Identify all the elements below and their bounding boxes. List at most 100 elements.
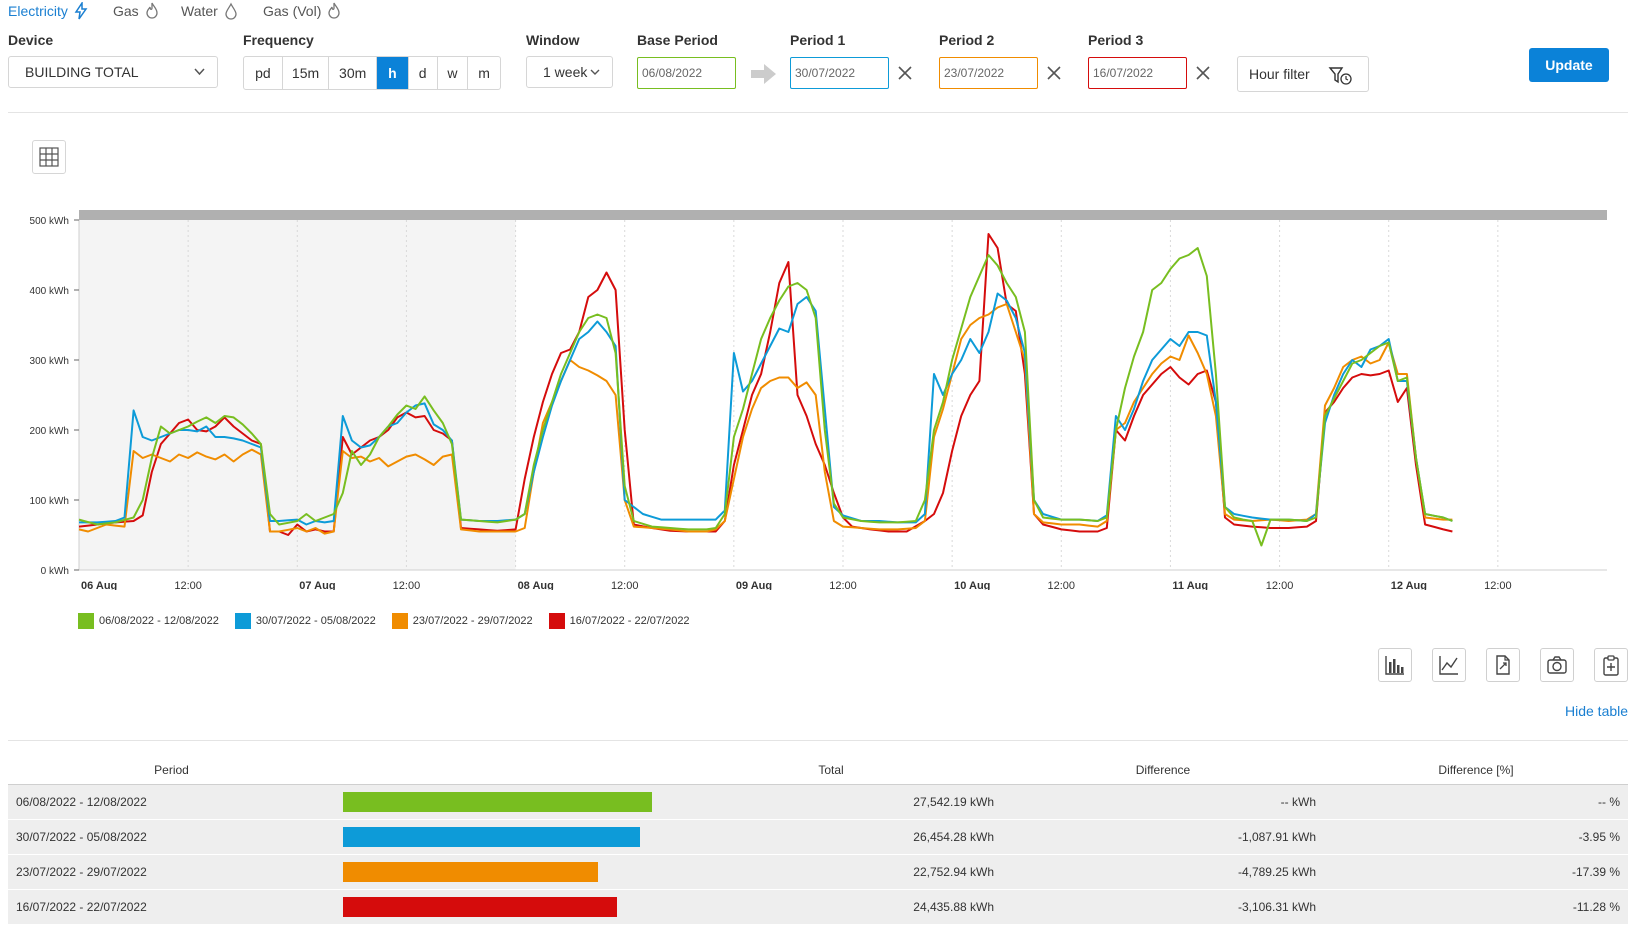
clear-period-2-icon[interactable] — [1045, 64, 1063, 82]
tab-gas[interactable]: Gas — [113, 2, 159, 20]
period-comparison-table: Period Total Difference Difference [%] 0… — [8, 756, 1628, 925]
total-bar — [343, 862, 598, 882]
tab-label: Gas — [113, 3, 139, 19]
table-row: 30/07/2022 - 05/08/2022 26,454.28 kWh -1,0… — [8, 819, 1628, 855]
bar-chart-icon — [1385, 656, 1404, 675]
cell-total: 22,752.94 kWh — [660, 854, 1002, 890]
table-header-row: Period Total Difference Difference [%] — [8, 756, 1628, 785]
table-row: 06/08/2022 - 12/08/2022 27,542.19 kWh -- k… — [8, 784, 1628, 820]
x-tick-label: 10 Aug — [954, 580, 990, 590]
frequency-option-15m[interactable]: 15m — [283, 57, 330, 89]
tab-label: Water — [181, 3, 218, 19]
legend-swatch — [391, 613, 408, 629]
legend-item-period-2[interactable]: 23/07/2022 - 29/07/2022 — [391, 613, 533, 629]
frequency-option-d[interactable]: d — [409, 57, 438, 89]
x-tick-label: 09 Aug — [736, 580, 772, 590]
export-document-button[interactable] — [1486, 648, 1520, 682]
y-tick-label: 200 kWh — [30, 426, 69, 437]
y-tick-label: 400 kWh — [30, 286, 69, 297]
cell-period: 16/07/2022 - 22/07/2022 — [8, 889, 335, 925]
cell-period: 30/07/2022 - 05/08/2022 — [8, 819, 335, 855]
legend-swatch — [234, 613, 251, 629]
x-tick-label: 06 Aug — [81, 580, 117, 590]
base-period-label: Base Period — [637, 32, 718, 48]
legend-item-base[interactable]: 06/08/2022 - 12/08/2022 — [78, 613, 219, 629]
period-3-label: Period 3 — [1088, 32, 1144, 48]
period-2-input[interactable]: 23/07/2022 — [939, 57, 1038, 89]
legend-item-period-3[interactable]: 16/07/2022 - 22/07/2022 — [548, 613, 690, 629]
tab-gas-vol[interactable]: Gas (Vol) — [263, 2, 341, 20]
header-difference-pct: Difference [%] — [1324, 756, 1628, 785]
divider — [8, 112, 1628, 113]
window-label: Window — [526, 32, 580, 48]
cell-difference-pct: -11.28 % — [1324, 889, 1628, 925]
legend-swatch — [548, 613, 565, 629]
chevron-down-icon — [590, 69, 600, 75]
legend-swatch — [78, 613, 94, 629]
cell-difference-pct: -17.39 % — [1324, 854, 1628, 890]
x-tick-label: 08 Aug — [518, 580, 554, 590]
tab-electricity[interactable]: Electricity — [8, 2, 88, 20]
cell-total: 24,435.88 kWh — [660, 889, 1002, 925]
device-label: Device — [8, 32, 54, 48]
lightning-icon — [74, 2, 88, 20]
cell-bar — [335, 819, 660, 855]
period-2-value: 23/07/2022 — [944, 66, 1005, 80]
period-1-label: Period 1 — [790, 32, 846, 48]
divider — [8, 740, 1628, 741]
x-tick-label: 12:00 — [174, 580, 202, 590]
bar-chart-button[interactable] — [1378, 648, 1412, 682]
y-tick-label: 500 kWh — [30, 216, 69, 227]
cell-period: 23/07/2022 - 29/07/2022 — [8, 854, 335, 890]
x-tick-label: 11 Aug — [1172, 580, 1208, 590]
cell-difference: -4,789.25 kWh — [1002, 854, 1324, 890]
legend-label: 06/08/2022 - 12/08/2022 — [99, 615, 219, 627]
flame-icon — [146, 2, 158, 19]
base-period-value: 06/08/2022 — [642, 66, 703, 80]
x-tick-label: 12:00 — [1048, 580, 1076, 590]
clear-period-3-icon[interactable] — [1194, 64, 1212, 82]
update-button[interactable]: Update — [1529, 48, 1609, 82]
cell-difference: -1,087.91 kWh — [1002, 819, 1324, 855]
total-bar — [343, 827, 640, 847]
window-select[interactable]: 1 week — [526, 56, 613, 88]
hide-table-link[interactable]: Hide table — [1565, 703, 1629, 719]
line-chart-button[interactable] — [1432, 648, 1466, 682]
x-tick-label: 12:00 — [1266, 580, 1294, 590]
copy-clipboard-button[interactable] — [1594, 648, 1628, 682]
period-1-input[interactable]: 30/07/2022 — [790, 57, 889, 89]
range-navigator-bar — [79, 210, 1607, 220]
legend-label: 16/07/2022 - 22/07/2022 — [569, 615, 690, 627]
cell-difference: -3,106.31 kWh — [1002, 889, 1324, 925]
screenshot-button[interactable] — [1540, 648, 1574, 682]
table-view-button[interactable] — [32, 140, 66, 174]
tab-label: Electricity — [8, 3, 68, 19]
period-3-input[interactable]: 16/07/2022 — [1088, 57, 1187, 89]
header-difference: Difference — [1002, 756, 1324, 785]
grid-icon — [39, 147, 59, 167]
legend-label: 23/07/2022 - 29/07/2022 — [412, 615, 533, 627]
legend-label: 30/07/2022 - 05/08/2022 — [255, 615, 376, 627]
header-total: Total — [660, 756, 1002, 785]
frequency-option-h[interactable]: h — [376, 57, 409, 89]
clear-period-1-icon[interactable] — [896, 64, 914, 82]
arrow-right-icon — [751, 64, 776, 84]
water-drop-icon — [225, 2, 237, 20]
hour-filter-button[interactable]: Hour filter — [1237, 56, 1369, 92]
frequency-option-m[interactable]: m — [478, 65, 490, 81]
cell-bar — [335, 854, 660, 890]
tab-water[interactable]: Water — [181, 2, 238, 20]
base-period-input[interactable]: 06/08/2022 — [637, 57, 736, 89]
energy-line-chart: 0 kWh 100 kWh 200 kWh 300 kWh 400 kWh 500 kWh… — [30, 210, 1607, 590]
header-period: Period — [8, 756, 335, 785]
x-tick-label: 12:00 — [829, 580, 857, 590]
period-2-label: Period 2 — [939, 32, 995, 48]
line-chart-icon — [1439, 656, 1458, 675]
frequency-option-pd[interactable]: pd — [244, 57, 283, 89]
header-bar — [335, 756, 660, 785]
frequency-option-w[interactable]: w — [438, 57, 469, 89]
device-select[interactable]: BUILDING TOTAL — [8, 56, 218, 88]
frequency-option-30m[interactable]: 30m — [329, 57, 377, 89]
legend-item-period-1[interactable]: 30/07/2022 - 05/08/2022 — [234, 613, 376, 629]
window-value: 1 week — [543, 64, 588, 80]
